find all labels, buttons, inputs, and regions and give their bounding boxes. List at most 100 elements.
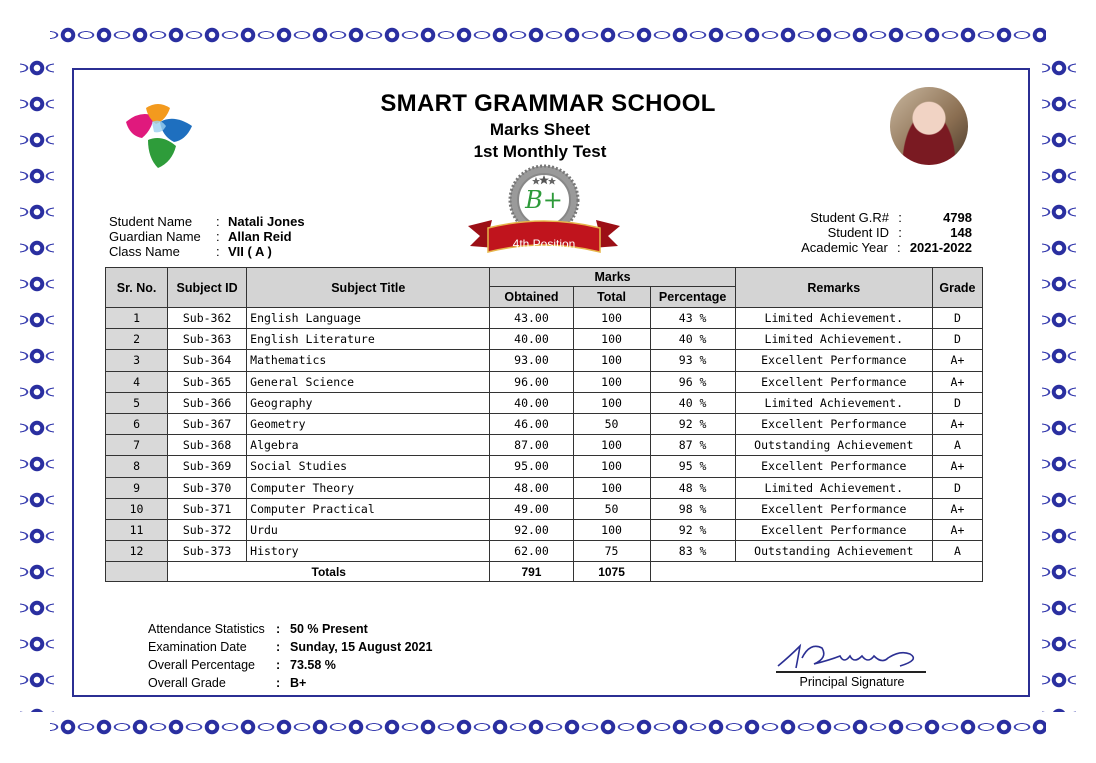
summary-section: Attendance Statistics:50 % Present Exami… — [148, 620, 432, 692]
info-value: VII ( A ) — [228, 244, 272, 259]
class-name-row: Class Name: VII ( A ) — [109, 244, 305, 259]
table-row: 5 Sub-366 Geography 40.00 100 40 % Limited Ach… — [104, 391, 984, 414]
attendance-row: Attendance Statistics:50 % Present — [148, 620, 432, 638]
school-name: SMART GRAMMAR SCHOOL — [380, 90, 716, 117]
row-subject-id: Sub-364 — [167, 349, 248, 372]
grade-badge: B+ 4th Position — [466, 164, 622, 256]
header-grade: Grade — [931, 267, 984, 308]
info-colon: : — [898, 225, 902, 240]
badge-position: 4th Position — [512, 237, 576, 251]
info-value: 4798 — [943, 210, 972, 225]
info-label: Academic Year — [801, 240, 888, 255]
header-percentage: Percentage — [649, 286, 736, 308]
info-label: Class Name — [109, 244, 180, 259]
row-remarks: Limited Achievement. — [734, 391, 933, 414]
row-total: 50 — [572, 497, 651, 520]
summary-colon: : — [276, 658, 281, 672]
row-subject-id: Sub-365 — [167, 370, 248, 393]
row-grade: A+ — [931, 518, 984, 542]
row-grade: A — [931, 540, 984, 563]
student-info-right: Student G.R#: 4798 Student ID: 148 Academi… — [760, 210, 972, 255]
info-colon: : — [216, 229, 220, 244]
row-subject-id: Sub-367 — [167, 412, 248, 436]
totals-empty-cell — [649, 561, 984, 583]
row-percentage: 48 % — [649, 476, 736, 499]
summary-colon: : — [276, 622, 281, 636]
badge-grade: B+ — [525, 186, 563, 214]
row-percentage: 43 % — [649, 306, 736, 330]
row-total: 100 — [572, 518, 651, 542]
table-row: 1 Sub-362 English Language 43.00 100 43 % Limi… — [104, 306, 984, 330]
totals-row: Totals 791 1075 — [104, 561, 984, 583]
totals-label: Totals — [167, 561, 491, 583]
table-row: 7 Sub-368 Algebra 87.00 100 87 % Outstanding A… — [104, 434, 984, 457]
summary-value: 50 % Present — [290, 622, 368, 636]
principal-signature-label: Principal Signature — [799, 675, 905, 689]
row-obtained: 40.00 — [489, 391, 574, 414]
row-remarks: Outstanding Achievement — [734, 434, 933, 457]
row-total: 100 — [572, 306, 651, 330]
decorative-border-left — [20, 50, 54, 712]
row-obtained: 95.00 — [489, 455, 574, 478]
info-label: Student ID — [827, 225, 889, 240]
row-sr-no: 1 — [104, 306, 169, 330]
student-info-left: Student Name: Natali Jones Guardian Name:… — [109, 214, 305, 259]
row-remarks: Outstanding Achievement — [734, 540, 933, 563]
info-value: Natali Jones — [228, 214, 305, 229]
info-value: Allan Reid — [228, 229, 292, 244]
header-remarks: Remarks — [734, 267, 933, 308]
row-percentage: 98 % — [649, 497, 736, 520]
row-sr-no: 8 — [104, 455, 169, 478]
totals-obtained: 791 — [489, 561, 574, 583]
student-name-row: Student Name: Natali Jones — [109, 214, 305, 229]
row-sr-no: 4 — [104, 370, 169, 393]
row-grade: A+ — [931, 412, 984, 436]
row-grade: A+ — [931, 455, 984, 478]
row-remarks: Limited Achievement. — [734, 328, 933, 351]
row-sr-no: 9 — [104, 476, 169, 499]
row-total: 50 — [572, 412, 651, 436]
info-value: 148 — [950, 225, 972, 240]
row-subject-title: Urdu — [246, 518, 491, 542]
row-grade: D — [931, 391, 984, 414]
info-colon: : — [216, 244, 220, 259]
row-grade: A — [931, 434, 984, 457]
row-sr-no: 2 — [104, 328, 169, 351]
header-marks: Marks — [489, 267, 736, 287]
row-sr-no: 3 — [104, 349, 169, 372]
row-percentage: 92 % — [649, 412, 736, 436]
row-grade: D — [931, 328, 984, 351]
header-sr-no: Sr. No. — [104, 267, 169, 308]
summary-colon: : — [276, 676, 281, 690]
info-label: Guardian Name — [109, 229, 201, 244]
row-subject-id: Sub-362 — [167, 306, 248, 330]
row-percentage: 83 % — [649, 540, 736, 563]
row-remarks: Excellent Performance — [734, 370, 933, 393]
row-total: 100 — [572, 328, 651, 351]
row-obtained: 43.00 — [489, 306, 574, 330]
row-subject-title: General Science — [246, 370, 491, 393]
table-row: 11 Sub-372 Urdu 92.00 100 92 % Excellent Perfo… — [104, 518, 984, 542]
header-subject-title: Subject Title — [246, 267, 491, 308]
marks-table: Sr. No. Subject ID Subject Title Marks R… — [104, 267, 984, 583]
summary-label: Overall Percentage — [148, 658, 256, 672]
row-obtained: 49.00 — [489, 497, 574, 520]
row-remarks: Excellent Performance — [734, 455, 933, 478]
row-subject-id: Sub-370 — [167, 476, 248, 499]
decorative-border-top — [50, 18, 1046, 52]
row-subject-id: Sub-363 — [167, 328, 248, 351]
row-remarks: Excellent Performance — [734, 497, 933, 520]
row-subject-id: Sub-371 — [167, 497, 248, 520]
row-percentage: 92 % — [649, 518, 736, 542]
row-subject-title: Social Studies — [246, 455, 491, 478]
summary-value: Sunday, 15 August 2021 — [290, 640, 433, 654]
principal-signature-image — [776, 643, 926, 673]
table-row: 9 Sub-370 Computer Theory 48.00 100 48 % Limit… — [104, 476, 984, 499]
ribbon-medal-icon — [468, 164, 620, 253]
row-percentage: 96 % — [649, 370, 736, 393]
row-obtained: 87.00 — [489, 434, 574, 457]
row-remarks: Excellent Performance — [734, 349, 933, 372]
summary-value: 73.58 % — [290, 658, 336, 672]
row-percentage: 40 % — [649, 391, 736, 414]
summary-colon: : — [276, 640, 281, 654]
